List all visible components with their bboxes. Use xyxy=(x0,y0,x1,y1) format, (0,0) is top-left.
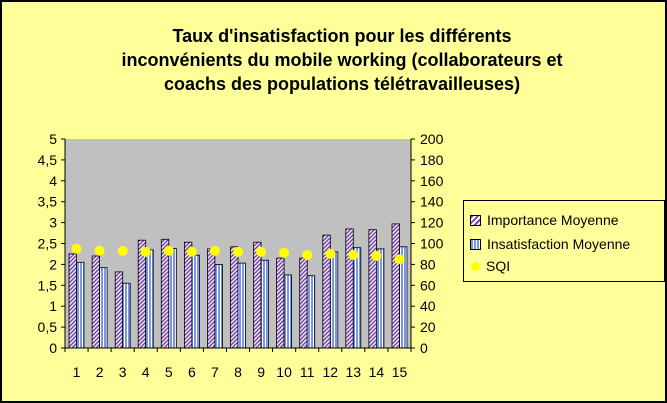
bar-insatisfaction-12 xyxy=(329,251,339,349)
right-axis-tick-label: 0 xyxy=(420,340,428,356)
right-axis-tick-label: 140 xyxy=(420,194,444,210)
legend-swatch-importance xyxy=(470,214,481,226)
bar-importance-14 xyxy=(368,229,377,349)
right-axis-tick-label: 200 xyxy=(420,131,444,147)
left-axis-tick-label: 1,5 xyxy=(38,277,58,293)
bar-insatisfaction-9 xyxy=(260,259,270,349)
bar-insatisfaction-10 xyxy=(283,274,293,349)
point-sqi-15 xyxy=(394,254,405,265)
point-sqi-7 xyxy=(209,245,220,256)
left-axis-tick-label: 2 xyxy=(49,256,57,272)
point-sqi-11 xyxy=(302,250,313,260)
right-axis-tick-label: 180 xyxy=(420,152,444,168)
legend-item-sqi: SQI xyxy=(470,256,510,276)
bar-importance-7 xyxy=(206,248,216,349)
point-sqi-6 xyxy=(186,246,197,257)
point-sqi-3 xyxy=(117,245,128,256)
bar-importance-10 xyxy=(276,257,285,349)
bar-insatisfaction-11 xyxy=(306,275,316,349)
x-tick-label-11: 11 xyxy=(300,364,315,380)
chart-title: Taux d'insatisfaction pour les différent… xyxy=(82,24,602,96)
bar-insatisfaction-6 xyxy=(191,254,200,349)
left-axis-tick-label: 2,5 xyxy=(38,236,58,252)
left-axis-tick-label: 4 xyxy=(49,173,57,189)
right-axis-tick-label: 60 xyxy=(420,277,436,293)
right-axis-tick-label: 120 xyxy=(420,215,444,231)
x-tick-label-13: 13 xyxy=(346,364,362,380)
bar-insatisfaction-7 xyxy=(214,263,223,349)
x-tick-label-14: 14 xyxy=(369,364,385,380)
legend-label-insatisfaction: Insatisfaction Moyenne xyxy=(487,236,631,252)
left-axis-tick-label: 4,5 xyxy=(38,152,58,168)
left-axis-tick-label: 3 xyxy=(49,215,57,231)
left-axis-tick-label: 3,5 xyxy=(38,194,58,210)
right-axis-tick-label: 160 xyxy=(420,173,444,189)
legend-swatch-insatisfaction xyxy=(470,238,481,250)
bar-importance-3 xyxy=(114,271,124,349)
chart-title-line-1: Taux d'insatisfaction pour les différent… xyxy=(172,26,512,46)
bar-insatisfaction-1 xyxy=(76,261,85,349)
right-axis-tick-label: 20 xyxy=(420,319,436,335)
bar-importance-9 xyxy=(253,241,262,349)
bar-importance-2 xyxy=(91,255,100,349)
x-tick-label-4: 4 xyxy=(142,364,150,380)
x-tick-label-15: 15 xyxy=(392,364,408,380)
bar-importance-8 xyxy=(230,246,239,349)
x-tick-label-12: 12 xyxy=(323,364,339,380)
point-sqi-12 xyxy=(325,248,336,259)
chart-title-line-2: inconvénients du mobile working (collabo… xyxy=(121,50,563,70)
x-tick-label-6: 6 xyxy=(188,364,196,380)
bar-importance-15 xyxy=(391,223,400,349)
right-axis-tick-label: 40 xyxy=(420,298,436,314)
legend-label-sqi: SQI xyxy=(486,258,511,274)
point-sqi-8 xyxy=(233,246,243,257)
x-tick-label-9: 9 xyxy=(257,364,265,380)
legend-swatch-sqi xyxy=(471,261,480,271)
bar-insatisfaction-2 xyxy=(99,267,108,349)
left-axis-tick-label: 5 xyxy=(49,131,57,147)
point-sqi-2 xyxy=(94,245,105,256)
point-sqi-13 xyxy=(348,250,359,260)
left-axis-tick-label: 1 xyxy=(49,298,57,314)
point-sqi-9 xyxy=(256,246,267,257)
left-axis-tick-label: 0 xyxy=(49,340,57,356)
point-sqi-14 xyxy=(371,251,382,261)
right-axis-tick-label: 100 xyxy=(420,236,444,252)
bar-insatisfaction-3 xyxy=(122,282,131,349)
legend-item-importance: Importance Moyenne xyxy=(470,210,619,230)
bar-insatisfaction-13 xyxy=(352,247,362,349)
legend: Importance Moyenne Insatisfaction Moyenn… xyxy=(463,200,665,282)
right-axis-tick-label: 80 xyxy=(420,256,436,272)
bar-insatisfaction-5 xyxy=(168,248,177,349)
x-tick-label-7: 7 xyxy=(211,364,219,380)
chart-title-line-3: coachs des populations télétravailleuses… xyxy=(163,74,521,94)
point-sqi-10 xyxy=(279,247,290,258)
bar-importance-6 xyxy=(183,241,193,349)
point-sqi-4 xyxy=(140,246,151,257)
bar-insatisfaction-4 xyxy=(145,249,154,349)
x-tick-label-8: 8 xyxy=(234,364,242,380)
x-tick-label-3: 3 xyxy=(119,364,127,380)
left-axis-tick-label: 0,5 xyxy=(38,319,58,335)
bar-importance-1 xyxy=(68,253,77,349)
point-sqi-1 xyxy=(71,243,82,254)
legend-label-importance: Importance Moyenne xyxy=(487,212,619,228)
x-tick-label-5: 5 xyxy=(165,364,173,380)
x-tick-label-1: 1 xyxy=(73,364,81,380)
point-sqi-5 xyxy=(163,245,174,256)
bar-insatisfaction-8 xyxy=(237,262,246,349)
bar-importance-11 xyxy=(299,257,308,349)
bar-insatisfaction-14 xyxy=(375,248,385,349)
bar-importance-13 xyxy=(345,228,354,349)
legend-item-insatisfaction: Insatisfaction Moyenne xyxy=(470,234,630,254)
x-tick-label-2: 2 xyxy=(96,364,104,380)
x-tick-label-10: 10 xyxy=(276,364,292,380)
